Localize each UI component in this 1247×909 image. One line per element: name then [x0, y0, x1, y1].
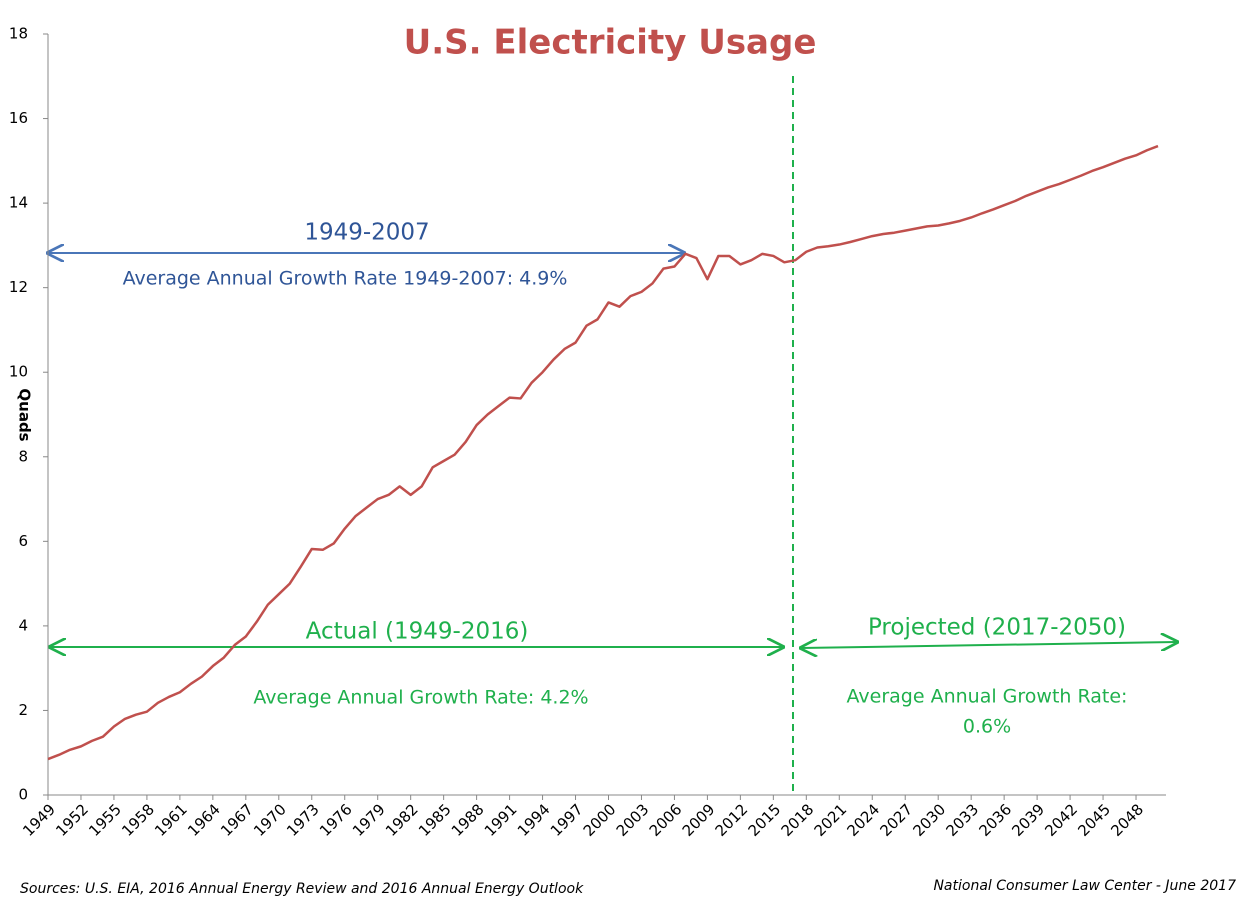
y-axis-label: Quads	[16, 388, 34, 441]
y-tick-label: 4	[18, 616, 28, 634]
x-tick-label: 2006	[646, 800, 686, 840]
annotation: Average Annual Growth Rate:	[847, 686, 1128, 708]
y-tick-label: 14	[9, 194, 28, 212]
annotation: Actual (1949-2016)	[306, 619, 529, 645]
x-tick-label: 2036	[975, 800, 1015, 840]
y-tick-label: 0	[18, 786, 28, 804]
x-tick-label: 2000	[580, 800, 620, 840]
x-tick-label: 2003	[613, 800, 653, 840]
x-tick-label: 2021	[811, 800, 851, 840]
x-tick-label: 1991	[481, 800, 521, 840]
x-tick-label: 1967	[217, 800, 257, 840]
y-tick-label: 10	[9, 363, 28, 381]
line	[47, 144, 1159, 761]
x-tick-label: 1961	[151, 800, 191, 840]
x-tick-label: 1952	[52, 800, 92, 840]
x-tick-label: 1970	[250, 800, 290, 840]
x-tick-label: 1994	[514, 800, 554, 840]
x-tick-label: 2030	[909, 800, 949, 840]
arrow	[801, 642, 1177, 648]
y-tick-label: 12	[9, 278, 28, 296]
y-tick-label: 8	[18, 447, 28, 465]
x-tick-label: 2018	[778, 800, 818, 840]
y-tick-label: 18	[9, 25, 28, 43]
y-tick-label: 2	[18, 701, 28, 719]
x-tick-label: 1976	[316, 800, 356, 840]
x-tick-label: 1949	[19, 800, 59, 840]
x-tick-label: 2048	[1107, 800, 1147, 840]
y-tick-label: 16	[9, 109, 28, 127]
y-tick-label: 6	[18, 532, 28, 550]
x-tick-label: 1955	[85, 800, 125, 840]
x-tick-label: 2042	[1041, 800, 1081, 840]
x-tick-label: 2015	[745, 800, 785, 840]
x-tick-label: 2012	[712, 800, 752, 840]
chart-title: U.S. Electricity Usage	[404, 23, 817, 63]
x-tick-label: 1997	[547, 800, 587, 840]
x-tick-label: 2027	[877, 800, 917, 840]
annotation: Projected (2017-2050)	[868, 615, 1126, 641]
x-tick-label: 1958	[118, 800, 158, 840]
x-tick-label: 1985	[415, 800, 455, 840]
credit: National Consumer Law Center - June 2017	[933, 878, 1236, 894]
annotation: 0.6%	[963, 716, 1011, 738]
x-tick-label: 2009	[679, 800, 719, 840]
x-tick-label: 1982	[382, 800, 422, 840]
x-tick-label: 2039	[1008, 800, 1048, 840]
source: Sources: U.S. EIA, 2016 Annual Energy Re…	[20, 881, 584, 897]
x-tick-label: 2033	[942, 800, 982, 840]
annotation: Average Annual Growth Rate 1949-2007: 4.…	[123, 268, 568, 290]
x-tick-label: 1964	[184, 800, 224, 840]
x-tick-label: 2045	[1074, 800, 1114, 840]
x-tick-label: 1979	[349, 800, 389, 840]
x-tick-label: 1973	[283, 800, 323, 840]
x-tick-label: 1988	[448, 800, 488, 840]
x-tick-label: 2024	[844, 800, 884, 840]
annotation: 1949-2007	[304, 220, 429, 246]
annotation: Average Annual Growth Rate: 4.2%	[253, 687, 588, 709]
